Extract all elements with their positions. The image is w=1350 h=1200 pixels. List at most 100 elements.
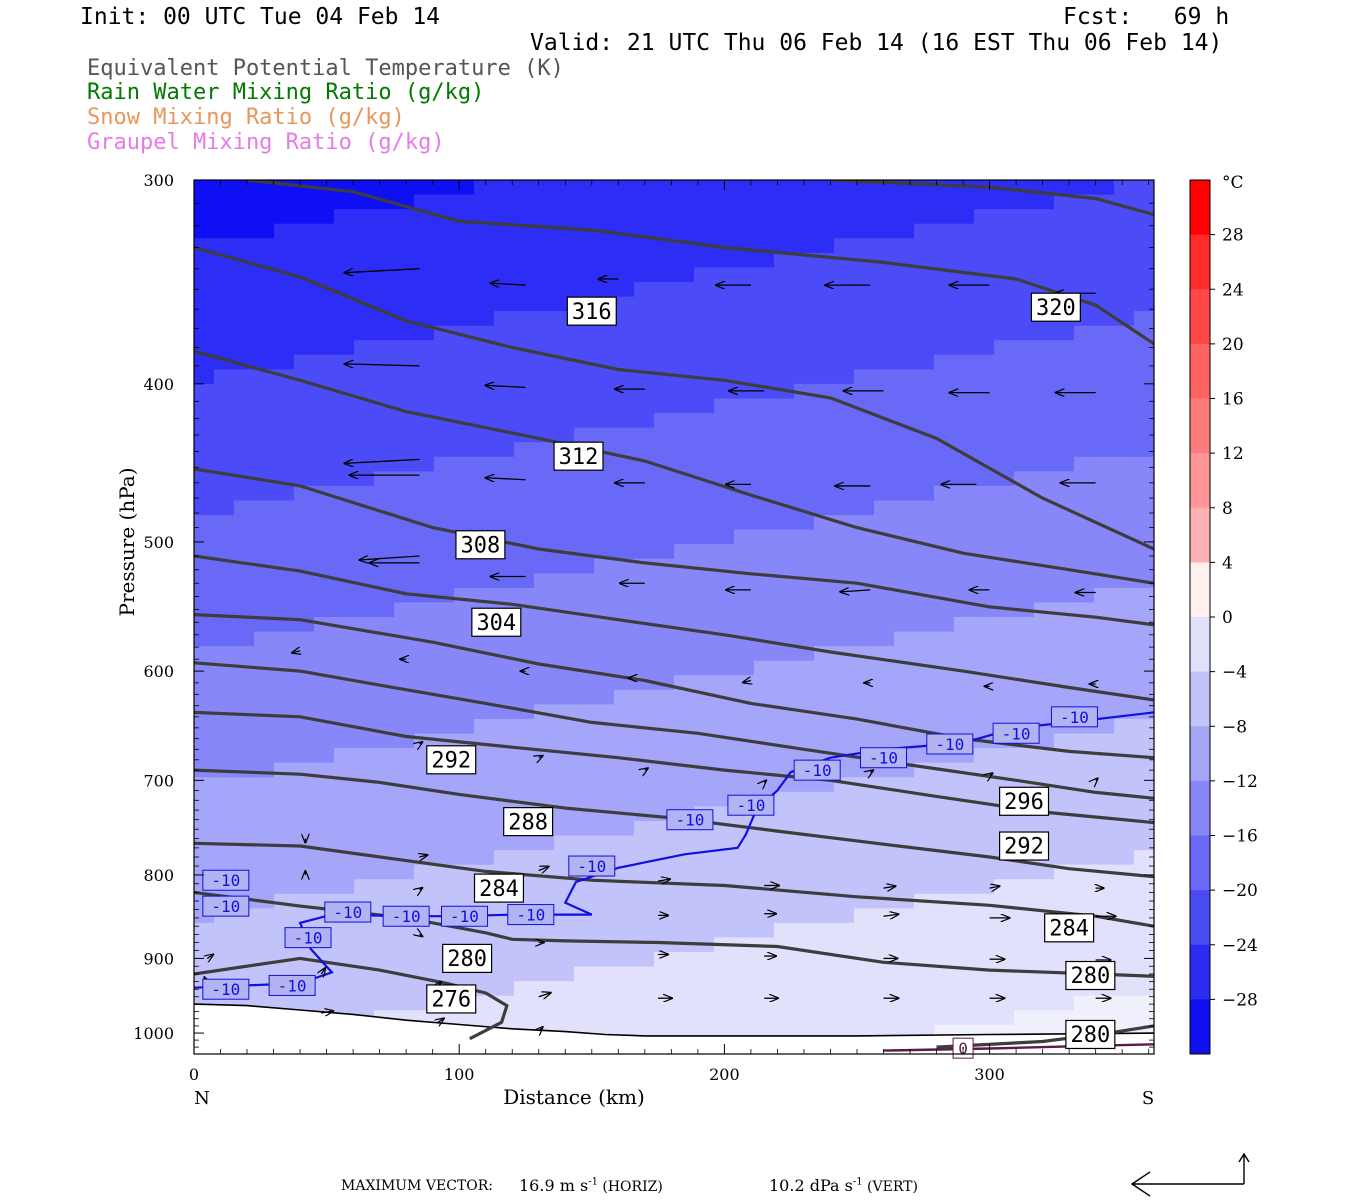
theta-e-label-box: [1044, 913, 1095, 943]
temperature-fill-cell: [574, 981, 595, 997]
temperature-fill-cell: [434, 718, 455, 735]
temperature-fill-cell: [354, 558, 375, 574]
temperature-fill-cell: [554, 733, 575, 749]
temperature-fill-cell: [854, 544, 875, 560]
temperature-fill-cell: [194, 223, 215, 239]
temperature-fill-cell: [534, 675, 555, 691]
temperature-fill-cell: [714, 893, 735, 909]
temperature-fill-cell: [354, 281, 375, 298]
temperature-fill-cell: [914, 194, 935, 210]
temperature-fill-cell: [334, 646, 355, 662]
temperature-fill-cell: [934, 573, 955, 589]
temperature-fill-cell: [974, 631, 995, 647]
temperature-fill-cell: [1134, 718, 1154, 735]
temperature-fill-cell: [294, 398, 315, 414]
temperature-fill-cell: [1054, 762, 1075, 778]
temperature-fill-cell: [874, 689, 895, 705]
temperature-fill-cell: [954, 485, 975, 502]
temperature-fill-cell: [594, 267, 615, 283]
temperature-fill-cell: [754, 704, 775, 720]
temperature-fill-cell: [974, 995, 995, 1011]
temperature-fill-cell: [694, 180, 715, 196]
temperature-fill-cell: [1134, 733, 1154, 749]
temperature-fill-cell: [1014, 296, 1035, 312]
temperature-fill-cell: [494, 952, 515, 968]
temperature-fill-cell: [534, 922, 555, 939]
temperature-fill-cell: [874, 587, 895, 604]
temperature-fill-cell: [654, 471, 675, 487]
temperature-fill-cell: [554, 995, 575, 1011]
temperature-fill-cell: [614, 427, 635, 443]
temperature-fill-cell: [994, 922, 1015, 939]
temperature-fill-cell: [314, 791, 335, 807]
temperature-fill-cell: [434, 471, 455, 487]
temperature-fill-cell: [834, 427, 855, 443]
temperature-fill-cell: [474, 398, 495, 414]
temperature-fill-cell: [294, 646, 315, 662]
temperature-fill-cell: [454, 515, 475, 531]
temperature-fill-cell: [314, 296, 335, 312]
temperature-fill-cell: [614, 194, 635, 210]
temperature-fill-cell: [594, 631, 615, 647]
temperature-fill-cell: [414, 267, 435, 283]
temperature-fill-cell: [694, 908, 715, 924]
temperature-fill-cell: [674, 835, 695, 851]
temperature-fill-cell: [914, 252, 935, 268]
temperature-fill-cell: [394, 354, 415, 370]
temperature-fill-cell: [434, 791, 455, 807]
temperature-fill-cell: [554, 952, 575, 968]
temperature-fill-cell: [494, 966, 515, 982]
temperature-fill-cell: [254, 500, 275, 516]
temperature-fill-cell: [854, 485, 875, 502]
temperature-fill-cell: [1074, 398, 1095, 414]
temperature-fill-cell: [334, 515, 355, 531]
theta-e-label-box: [553, 441, 604, 471]
temperature-fill-cell: [874, 617, 895, 633]
temperature-fill-cell: [394, 689, 415, 705]
temperature-fill-cell: [294, 209, 315, 225]
temperature-fill-cell: [234, 617, 255, 633]
temperature-fill-cell: [294, 383, 315, 400]
temperature-fill-cell: [694, 558, 715, 574]
theta-e-label-box: [1030, 292, 1081, 322]
temperature-fill-cell: [1094, 515, 1115, 531]
temperature-fill-cell: [514, 485, 535, 502]
temperature-fill-cell: [1134, 602, 1154, 618]
isotherm-label: -10: [392, 907, 421, 926]
temperature-fill-cell: [994, 646, 1015, 662]
temperature-fill-cell: [414, 718, 435, 735]
temperature-fill-cell: [934, 340, 955, 356]
temperature-fill-cell: [754, 398, 775, 414]
temperature-fill-cell: [614, 995, 635, 1011]
temperature-fill-cell: [794, 267, 815, 283]
temperature-fill-cell: [1014, 879, 1035, 895]
temperature-fill-cell: [414, 311, 435, 327]
temperature-fill-cell: [614, 602, 635, 618]
temperature-fill-cell: [314, 354, 335, 370]
temperature-fill-cell: [274, 835, 295, 851]
temperature-fill-cell: [594, 893, 615, 909]
temperature-fill-cell: [714, 1010, 735, 1026]
temperature-fill-cell: [194, 617, 215, 633]
temperature-fill-cell: [874, 209, 895, 225]
temperature-fill-cell: [754, 850, 775, 866]
temperature-fill-cell: [874, 456, 895, 472]
temperature-fill-cell: [334, 981, 355, 997]
isotherm-label-box: [860, 747, 908, 769]
temperature-fill-cell: [594, 587, 615, 604]
temperature-fill-cell: [454, 850, 475, 866]
temperature-fill-cell: [274, 762, 295, 778]
temperature-fill-cell: [794, 893, 815, 909]
temperature-fill-cell: [1014, 587, 1035, 604]
temperature-fill-cell: [294, 442, 315, 458]
temperature-fill-cell: [474, 806, 495, 822]
temperature-fill-cell: [254, 777, 275, 793]
temperature-fill-cell: [254, 762, 275, 778]
temperature-fill-cell: [1134, 952, 1154, 968]
temperature-fill-cell: [654, 529, 675, 545]
temperature-fill-cell: [314, 515, 335, 531]
temperature-fill-cell: [954, 995, 975, 1011]
temperature-fill-cell: [614, 689, 635, 705]
temperature-fill-cell: [754, 413, 775, 429]
temperature-fill-cell: [634, 354, 655, 370]
